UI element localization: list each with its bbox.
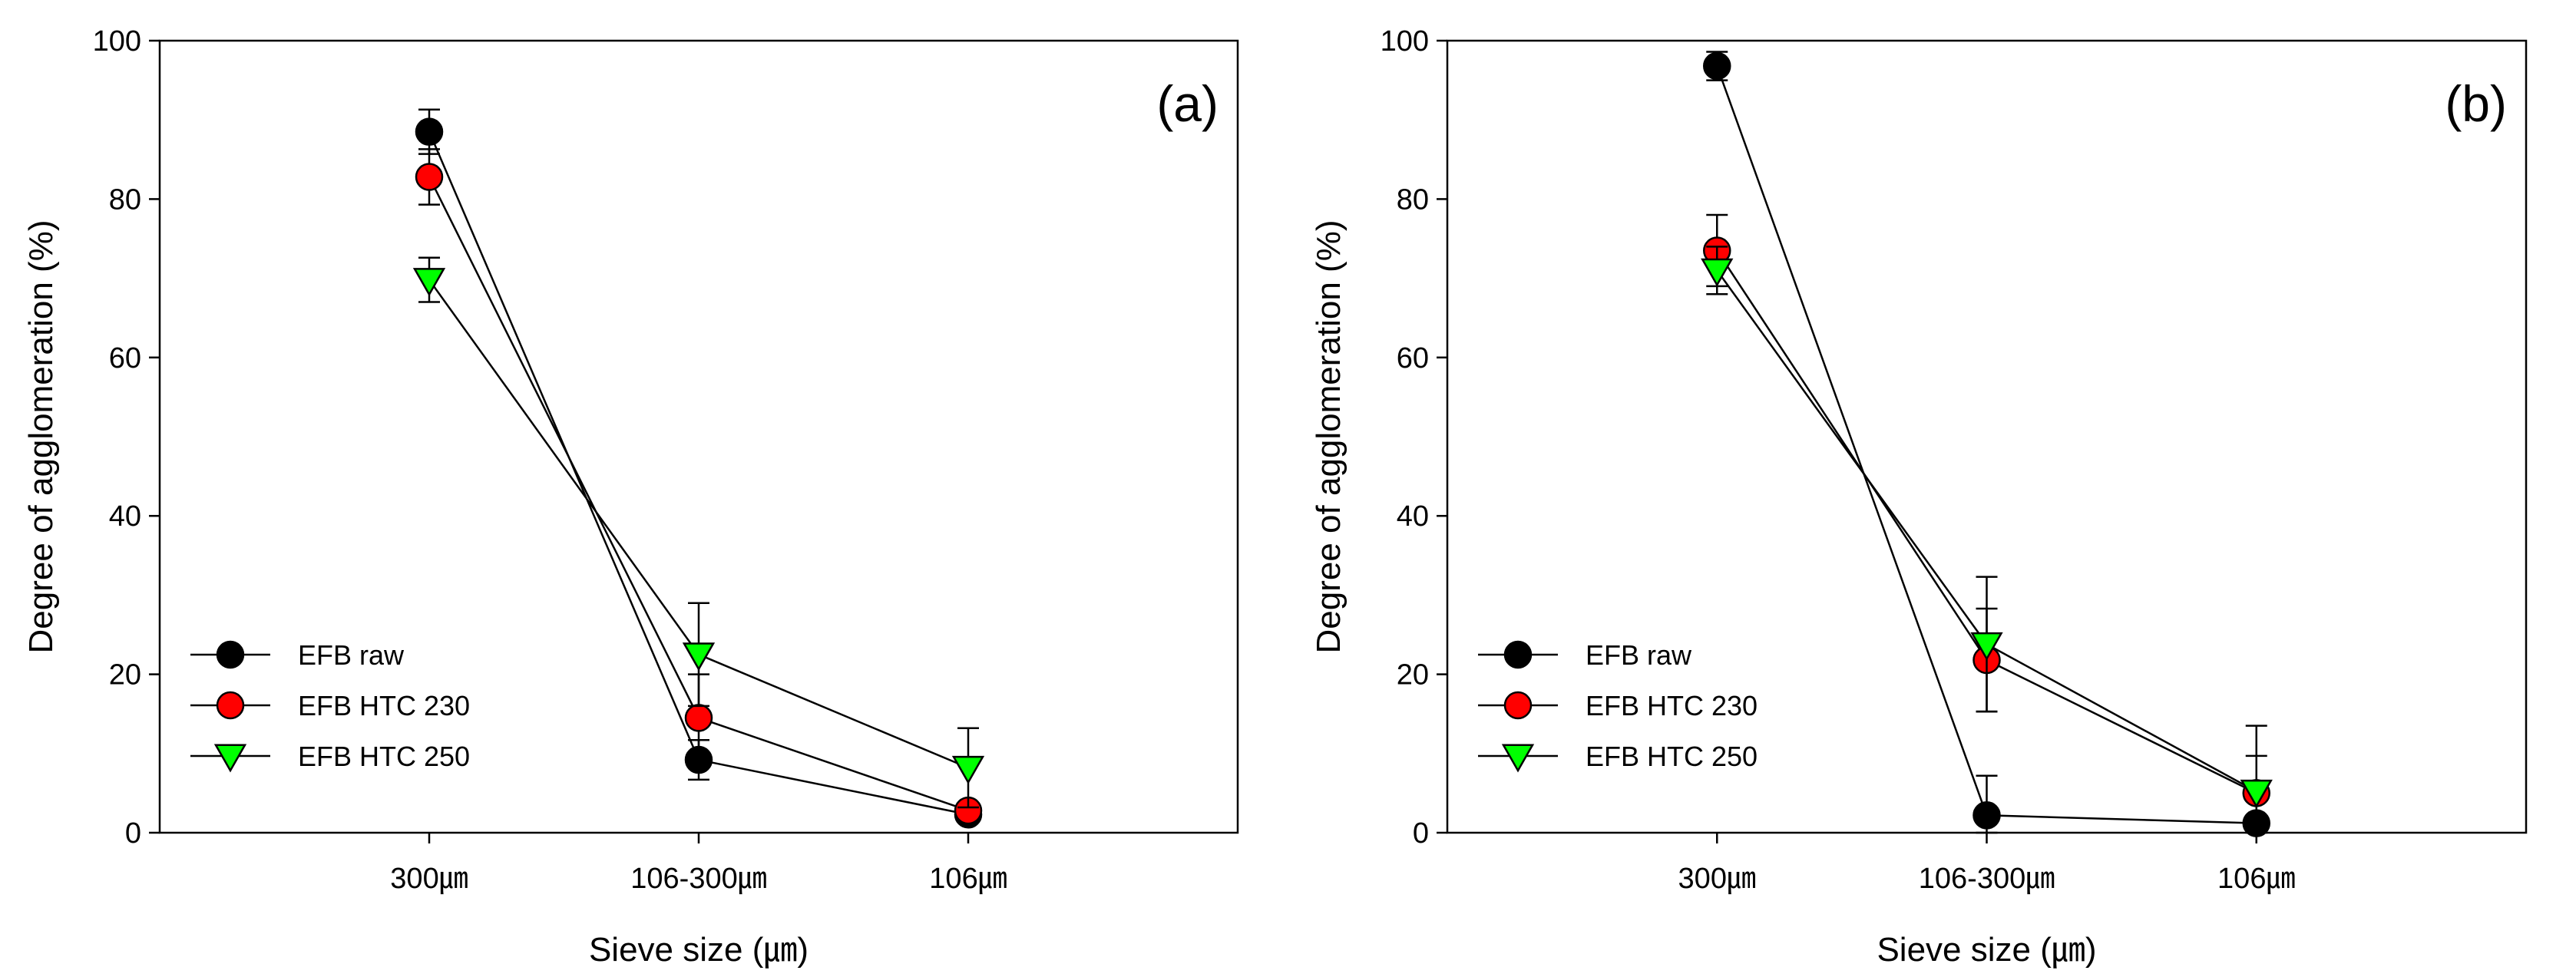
x-tick-label: 106-300㎛ [1919,863,2055,895]
x-tick-label: 300㎛ [1678,863,1756,895]
x-tick-label: 106㎛ [2217,863,2295,895]
legend-label: EFB raw [298,639,405,671]
x-tick-label: 106-300㎛ [630,863,766,895]
data-point [684,704,713,732]
y-tick-label: 100 [1381,25,1429,58]
series-efb-htc-250 [412,256,985,809]
y-tick-label: 80 [109,183,141,216]
y-tick-label: 60 [109,342,141,375]
legend-marker [213,744,247,773]
data-point [1973,801,2001,830]
series-efb-htc-230 [1703,213,2270,834]
chart-panel-b: Degree of agglomeration (%) Sieve size (… [1310,25,2528,969]
data-point [682,642,716,672]
data-point [415,163,444,191]
legend-label: EFB raw [1586,639,1692,671]
y-tick-label: 40 [109,500,141,533]
y-tick-label: 80 [1397,183,1429,216]
y-tick-label: 20 [109,659,141,691]
legend-label: EFB HTC 230 [298,690,470,721]
series-efb-raw [1703,51,2270,837]
y-tick-label: 40 [1397,500,1429,533]
data-point [412,268,446,297]
y-axis-label: Degree of agglomeration (%) [22,220,60,654]
legend: EFB raw EFB HTC 230 EFB HTC 250 [190,639,470,773]
legend-marker [1503,640,1533,669]
data-point [2240,779,2273,808]
x-tick-label: 106㎛ [929,863,1007,895]
series-efb-htc-230 [415,148,983,825]
data-point [1703,51,1731,81]
y-axis-label: Degree of agglomeration (%) [1310,220,1348,654]
chart-panel-a: Degree of agglomeration (%) Sieve size (… [22,25,1239,969]
legend-label: EFB HTC 250 [298,741,470,772]
legend-marker [1503,691,1533,720]
legend: EFB raw EFB HTC 230 EFB HTC 250 [1478,639,1758,773]
data-point [1970,632,2003,661]
series-efb-htc-250 [1701,246,2273,829]
panel-label: (b) [2445,75,2507,132]
y-tick-label: 0 [125,817,141,850]
panel-label: (a) [1156,75,1219,132]
legend-label: EFB HTC 250 [1586,741,1758,772]
y-tick-label: 0 [1413,817,1429,850]
x-tick-label: 300㎛ [390,863,468,895]
legend-marker [216,640,245,669]
y-tick-label: 100 [93,25,141,58]
data-point [1701,258,1734,287]
series-line [1716,269,2257,793]
legend-marker [1501,744,1535,773]
y-tick-label: 60 [1397,342,1429,375]
legend-label: EFB HTC 230 [1586,690,1758,721]
data-point [951,755,985,784]
y-tick-label: 20 [1397,659,1429,691]
x-axis-label: Sieve size (㎛) [1877,931,2096,969]
legend-marker [216,691,245,720]
x-axis-label: Sieve size (㎛) [589,931,809,969]
data-point [415,117,444,146]
